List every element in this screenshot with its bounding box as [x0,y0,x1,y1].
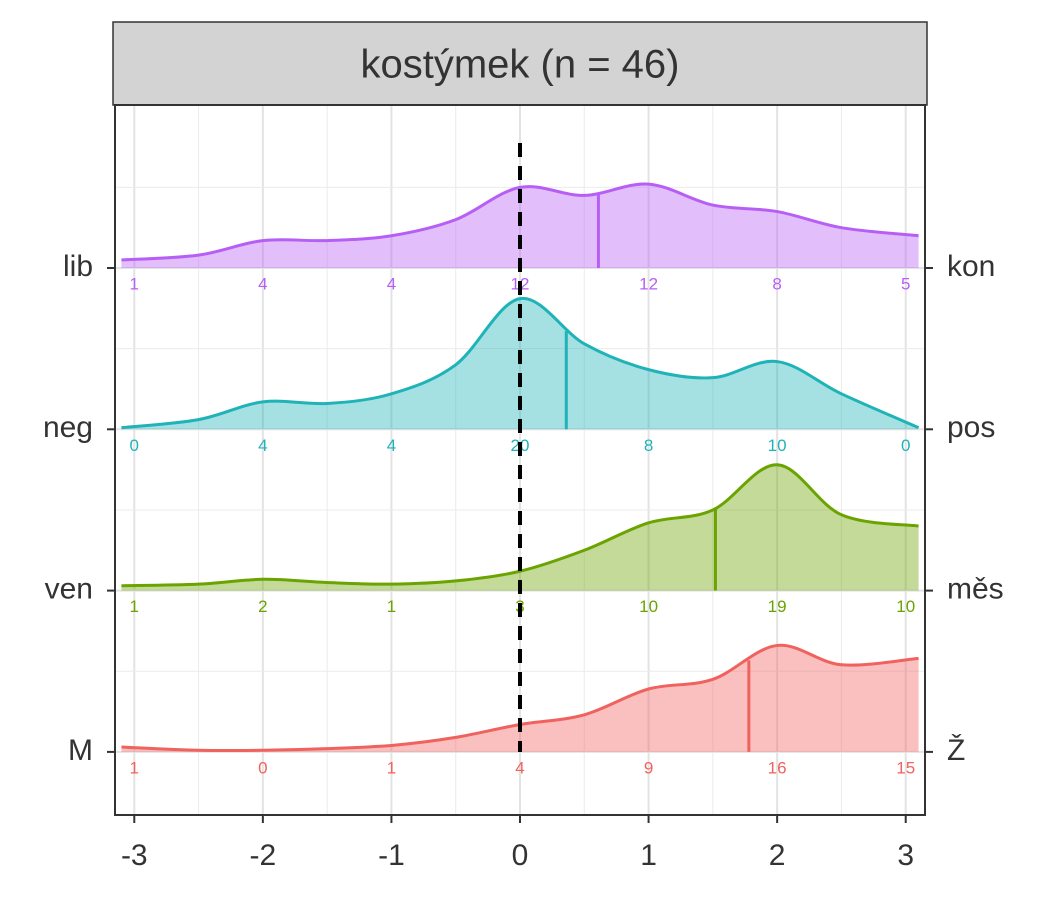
count-label: 4 [387,274,396,293]
y2-tick-label: Ž [947,734,965,767]
y-tick-label: ven [45,573,93,606]
x-tick-label: 0 [512,839,529,872]
count-label: 19 [768,597,787,616]
y2-tick-label: měs [947,573,1004,606]
density-line [121,463,919,588]
count-label: 4 [258,274,267,293]
count-label: 1 [130,758,139,777]
count-label: 8 [644,436,653,455]
count-label: 1 [387,758,396,777]
count-label: 4 [258,436,267,455]
count-label: 10 [896,597,915,616]
count-label: 15 [896,758,915,777]
count-label: 4 [387,436,396,455]
count-label: 9 [644,758,653,777]
y-tick-label: M [68,734,93,767]
count-label: 0 [130,436,139,455]
count-label: 8 [772,274,781,293]
count-label: 12 [639,274,658,293]
count-label: 1 [387,597,396,616]
panel-border [114,104,926,816]
count-label: 10 [639,597,658,616]
y-tick-label: neg [43,411,93,444]
x-tick-label: -2 [250,839,277,872]
density-line [121,182,919,262]
count-label: 0 [901,436,910,455]
x-tick-label: 1 [640,839,657,872]
count-label: 2 [258,597,267,616]
count-label: 5 [901,274,910,293]
chart-title: kostýmek (n = 46) [360,43,679,87]
x-tick-label: 3 [897,839,914,872]
count-label: 1 [130,597,139,616]
y2-tick-label: kon [947,250,995,283]
count-label: 16 [768,758,787,777]
count-label: 4 [515,758,524,777]
count-label: 10 [768,436,787,455]
x-tick-label: -1 [378,839,405,872]
y-tick-label: lib [63,250,93,283]
x-tick-label: 2 [769,839,786,872]
density-area [121,645,919,752]
x-tick-label: -3 [121,839,148,872]
count-label: 1 [130,274,139,293]
count-label: 0 [258,758,267,777]
y2-tick-label: pos [947,411,995,444]
density-area [121,464,919,591]
strip [112,21,928,106]
density-line [121,297,920,430]
